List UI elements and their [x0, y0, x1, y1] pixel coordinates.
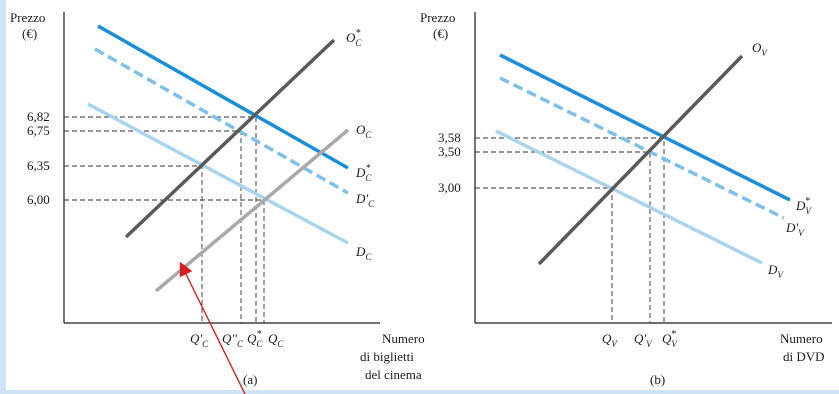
panel-a-reference-lines	[64, 116, 265, 323]
panel-b-label-ov: OV	[752, 40, 768, 58]
panel-b-label-dv: DV	[767, 262, 784, 280]
panel-a-label-ostar-c: OC*	[346, 28, 362, 48]
panel-b-panel-label: (b)	[650, 372, 665, 387]
panel-a-curve-dstar-c	[97, 24, 349, 170]
panel-b-curve-dprime-v	[499, 76, 785, 220]
panel-b-xlabel-1: Numero	[780, 331, 823, 346]
panel-b-xtick-qprime-v: Q'V	[634, 331, 653, 349]
panel-b-ylabel-1: Prezzo	[420, 10, 455, 25]
panel-a-xlabel-3: del cinema	[365, 367, 422, 382]
panel-b: Prezzo (€) 3,58 3,50 3,00 OV DV* D'V DV	[420, 10, 832, 387]
panel-a-curve-ostar-c	[124, 38, 336, 239]
panel-b-curve-dv	[495, 129, 763, 265]
panel-a-label-dc: DC	[355, 244, 372, 262]
panel-a-ref-675	[64, 130, 242, 323]
panel-b-ytick-300: 3,00	[438, 180, 461, 195]
bottom-border	[0, 390, 839, 394]
panel-b-ref-350	[475, 151, 651, 323]
annotation-arrow	[179, 261, 246, 394]
panel-b-curve-ov	[537, 54, 744, 266]
panel-b-curve-dstar-v	[499, 53, 791, 202]
panel-a-ref-600	[64, 199, 265, 323]
panel-a-xtick-qprime-c: Q'C	[190, 331, 209, 349]
panel-a-curve-dprime-c	[94, 47, 349, 195]
panel-a-panel-label: (a)	[243, 372, 257, 387]
panel-a-xtick-qdprime-c: Q''C	[222, 331, 244, 349]
panel-a-ytick-635: 6,35	[27, 158, 50, 173]
left-border	[0, 0, 6, 394]
panel-a-xtick-qstar-c: QC*	[247, 329, 263, 349]
panel-a-ref-682	[64, 116, 257, 323]
panel-a-curve-dc	[87, 102, 349, 245]
panel-b-ytick-358: 3,58	[438, 130, 461, 145]
panel-a-ytick-675: 6,75	[27, 123, 50, 138]
panel-a: Prezzo (€) 6,82 6,75 6,35 6,00 OC* OC	[10, 10, 425, 394]
panel-a-label-dprime-c: D'C	[355, 191, 375, 209]
panel-b-ytick-350: 3,50	[438, 144, 461, 159]
panel-b-xtick-qv: QV	[602, 331, 618, 349]
panel-a-ylabel-2: (€)	[22, 26, 37, 41]
panel-b-label-dprime-v: D'V	[785, 220, 805, 238]
panel-a-ytick-600: 6,00	[27, 192, 50, 207]
panel-b-label-dstar-v: DV*	[795, 196, 812, 216]
panel-a-xlabel-1: Numero	[382, 331, 425, 346]
panel-b-xlabel-2: di DVD	[783, 349, 825, 364]
panel-a-ylabel-1: Prezzo	[10, 10, 45, 25]
panel-b-ylabel-2: (€)	[433, 26, 448, 41]
panel-a-xtick-qc: QC	[268, 331, 284, 349]
panel-a-xlabel-2: di biglietti	[360, 349, 414, 364]
panel-a-label-dstar-c: DC*	[355, 163, 372, 183]
panel-a-ytick-682: 6,82	[27, 109, 50, 124]
panel-b-xtick-qstar-v: QV*	[662, 329, 678, 349]
panel-a-ref-635	[64, 165, 203, 323]
panel-a-label-oc: OC	[356, 122, 372, 140]
